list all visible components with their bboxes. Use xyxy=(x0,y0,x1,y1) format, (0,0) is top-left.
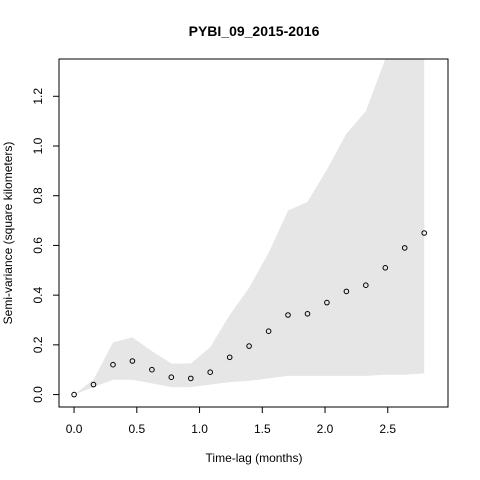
y-tick-label: 0.6 xyxy=(31,237,45,254)
x-tick-label: 0.0 xyxy=(66,422,83,436)
data-point xyxy=(90,381,97,388)
x-tick-label: 2.5 xyxy=(379,422,396,436)
data-point xyxy=(421,230,428,236)
data-point xyxy=(382,265,389,271)
data-point xyxy=(304,311,311,317)
y-axis-label: Semi-variance (square kilometers) xyxy=(1,142,15,325)
data-point xyxy=(401,245,408,251)
data-point xyxy=(343,288,350,295)
y-tick-label: 0.8 xyxy=(31,187,45,204)
x-tick-label: 0.5 xyxy=(128,422,145,436)
data-points xyxy=(71,230,428,398)
data-point xyxy=(129,358,136,364)
chart-title: PYBI_09_2015-2016 xyxy=(189,23,320,39)
data-point xyxy=(188,375,194,382)
y-tick-label: 0.4 xyxy=(31,286,45,303)
data-point xyxy=(226,354,233,361)
plot-frame xyxy=(58,58,449,408)
x-tick-label: 1.5 xyxy=(254,422,271,436)
data-point xyxy=(207,369,213,376)
confidence-envelope xyxy=(74,59,425,395)
data-point xyxy=(168,374,175,381)
data-point xyxy=(265,328,272,335)
y-tick-label: 0.2 xyxy=(31,336,45,353)
x-tick-label: 2.0 xyxy=(317,422,334,436)
x-axis-label: Time-lag (months) xyxy=(206,451,303,465)
x-axis: 0.0 0.5 1.0 1.5 2.0 2.5 xyxy=(66,407,396,436)
y-tick-label: 1.0 xyxy=(31,137,45,154)
data-point xyxy=(246,343,252,349)
x-tick-label: 1.0 xyxy=(191,422,208,436)
y-tick-label: 1.2 xyxy=(31,88,45,105)
data-point xyxy=(71,391,77,398)
data-point xyxy=(149,366,155,373)
data-point xyxy=(285,312,291,318)
plot-area xyxy=(71,59,428,398)
data-point xyxy=(110,361,116,368)
data-point xyxy=(363,282,369,289)
y-axis: 0.0 0.2 0.4 0.6 0.8 1.0 1.2 xyxy=(31,88,59,403)
y-tick-label: 0.0 xyxy=(31,386,45,403)
data-point xyxy=(324,299,330,306)
